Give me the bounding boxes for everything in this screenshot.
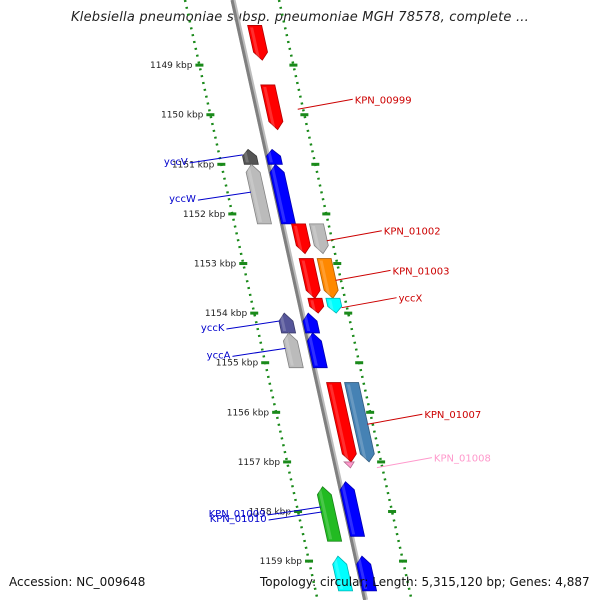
gene-highlight (347, 384, 367, 460)
gene-label-kpn_01010[interactable]: KPN_01010 (210, 514, 267, 525)
scale-label: 1158 kbp (249, 508, 292, 518)
gene-labels: KPN_00999 yccV yccW KPN_01002 KPN_01003 yccX y… (164, 95, 491, 525)
gene-highlight (303, 315, 311, 331)
gene-feature[interactable] (290, 223, 311, 255)
gene-feature[interactable] (298, 258, 321, 299)
dotted-guides (183, 0, 413, 600)
scale-label: 1151 kbp (172, 160, 215, 170)
gene-highlight (284, 334, 294, 366)
label-connector (268, 511, 322, 521)
scale-label: 1152 kbp (183, 210, 226, 220)
gene-highlight (293, 225, 303, 252)
gene-highlight (243, 151, 249, 163)
label-connector (232, 347, 286, 357)
label-connector (297, 98, 353, 110)
gene-feature[interactable] (326, 382, 357, 463)
gene-feature-kpn_01003[interactable] (316, 258, 339, 299)
map-title: Klebsiella pneumoniae subsp. pneumoniae … (71, 10, 529, 25)
gene-feature[interactable] (245, 163, 272, 225)
gene-feature-yccx[interactable] (325, 297, 343, 314)
scale-label: 1154 kbp (205, 309, 248, 319)
gene-highlight (250, 27, 260, 59)
gene-feature-kpn_01009[interactable] (339, 481, 366, 537)
gene-feature[interactable] (332, 555, 354, 592)
gene-label-yccw[interactable]: yccW (169, 194, 196, 205)
gene-label-kpn_00999[interactable]: KPN_00999 (355, 95, 412, 106)
gene-highlight (318, 488, 333, 540)
gene-highlight (329, 384, 349, 460)
scale-labels: 1149 kbp 1150 kbp 1151 kbp 1152 kbp 1153 kbp… (150, 61, 302, 567)
label-connector (226, 320, 280, 330)
gene-feature[interactable] (356, 555, 378, 592)
gene-highlight (310, 300, 316, 312)
gene-label-kpn_01003[interactable]: KPN_01003 (393, 266, 450, 277)
label-connector (326, 230, 382, 242)
gene-highlight (328, 300, 334, 312)
gene-highlight (246, 166, 263, 222)
scale-label: 1150 kbp (161, 111, 204, 121)
gene-feature-yccv[interactable] (266, 148, 283, 165)
gene-highlight (301, 260, 313, 297)
gene-highlight (279, 315, 287, 331)
label-connector (197, 191, 251, 201)
label-connector (335, 269, 391, 281)
gene-label-ycca[interactable]: yccA (207, 350, 231, 361)
gene-label-kpn_01002[interactable]: KPN_01002 (384, 227, 441, 238)
scale-label: 1155 kbp (216, 359, 259, 369)
gene-highlight (357, 558, 368, 589)
gene-highlight (333, 558, 344, 589)
gene-label-ycck[interactable]: yccK (201, 323, 225, 334)
gene-feature-yccw[interactable] (269, 163, 296, 225)
scale-label: 1153 kbp (194, 260, 237, 270)
label-connector (189, 154, 243, 164)
gene-feature-kpn_01007[interactable] (344, 382, 375, 463)
scale-label: 1156 kbp (227, 408, 270, 418)
dotted-guide-right (277, 0, 413, 600)
gene-label-kpn_01007[interactable]: KPN_01007 (424, 410, 481, 421)
gene-highlight (267, 151, 273, 163)
gene-feature-ycck[interactable] (302, 312, 321, 334)
label-connector (267, 506, 321, 516)
gene-label-kpn_01008[interactable]: KPN_01008 (434, 454, 491, 465)
gene-feature-kpn_01008[interactable] (343, 461, 355, 469)
scale-label: 1157 kbp (238, 458, 281, 468)
label-connector (367, 413, 423, 425)
gene-feature-ycca[interactable] (306, 332, 328, 369)
gene-feature[interactable] (278, 312, 297, 334)
gene-highlight (319, 260, 331, 297)
genome-summary-text: Topology: circular; Length: 5,315,120 bp… (260, 575, 590, 589)
gene-feature-kpn_01002[interactable] (308, 223, 329, 255)
gene-label-yccx[interactable]: yccX (399, 294, 423, 305)
gene-feature[interactable] (307, 297, 325, 314)
gene-features (242, 25, 378, 592)
gene-feature[interactable] (282, 332, 304, 369)
gene-highlight (308, 334, 318, 366)
gene-highlight (263, 86, 276, 128)
scale-label: 1149 kbp (150, 61, 193, 71)
gene-feature[interactable] (247, 25, 268, 61)
gene-label-kpn_01009[interactable]: KPN_01009 (209, 509, 266, 520)
gene-highlight (311, 225, 321, 252)
accession-text: Accession: NC_009648 (9, 575, 146, 589)
label-connector (341, 297, 397, 309)
gene-highlight (340, 483, 356, 535)
dotted-guide-left (183, 0, 319, 600)
scale-ticks (195, 63, 408, 563)
gene-feature-kpn_01010[interactable] (316, 486, 343, 542)
gene-feature[interactable] (242, 148, 259, 165)
gene-label-yccv[interactable]: yccV (164, 157, 188, 168)
gene-highlight (270, 166, 287, 222)
scale-label: 1159 kbp (260, 557, 303, 567)
gene-feature-kpn_00999[interactable] (260, 84, 284, 131)
label-connector (376, 457, 433, 469)
